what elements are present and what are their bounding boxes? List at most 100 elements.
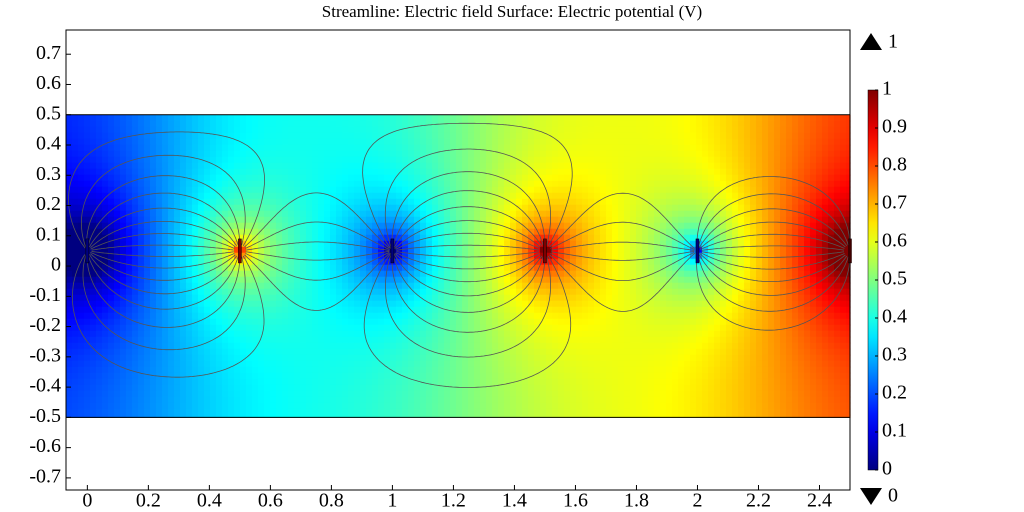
surface-cell bbox=[342, 318, 349, 326]
surface-cell bbox=[162, 342, 169, 350]
surface-cell bbox=[414, 318, 421, 326]
surface-cell bbox=[306, 234, 313, 242]
surface-cell bbox=[84, 300, 91, 308]
surface-cell bbox=[336, 210, 343, 218]
surface-cell bbox=[342, 114, 349, 122]
surface-cell bbox=[846, 300, 851, 308]
surface-cell bbox=[630, 186, 637, 194]
surface-cell bbox=[144, 318, 151, 326]
surface-cell bbox=[366, 300, 373, 308]
surface-cell bbox=[480, 174, 487, 182]
surface-cell bbox=[426, 180, 433, 188]
surface-cell bbox=[846, 222, 851, 230]
surface-cell bbox=[432, 294, 439, 302]
surface-cell bbox=[222, 210, 229, 218]
surface-cell bbox=[330, 234, 337, 242]
surface-cell bbox=[270, 258, 277, 266]
surface-cell bbox=[360, 246, 367, 254]
surface-cell bbox=[762, 234, 769, 242]
surface-cell bbox=[792, 114, 799, 122]
surface-cell bbox=[696, 162, 703, 170]
surface-cell bbox=[90, 126, 97, 134]
surface-cell bbox=[384, 252, 391, 260]
surface-cell bbox=[726, 234, 733, 242]
surface-cell bbox=[684, 186, 691, 194]
surface-cell bbox=[210, 294, 217, 302]
surface-cell bbox=[126, 246, 133, 254]
surface-cell bbox=[306, 138, 313, 146]
surface-cell bbox=[114, 240, 121, 248]
surface-cell bbox=[612, 240, 619, 248]
surface-cell bbox=[564, 210, 571, 218]
surface-cell bbox=[654, 216, 661, 224]
surface-cell bbox=[72, 318, 79, 326]
surface-cell bbox=[588, 270, 595, 278]
surface-cell bbox=[528, 330, 535, 338]
surface-cell bbox=[828, 114, 835, 122]
surface-cell bbox=[600, 150, 607, 158]
surface-cell bbox=[150, 294, 157, 302]
surface-cell bbox=[96, 336, 103, 344]
surface-cell bbox=[318, 186, 325, 194]
surface-cell bbox=[402, 276, 409, 284]
surface-cell bbox=[690, 228, 697, 236]
surface-cell bbox=[810, 132, 817, 140]
surface-cell bbox=[768, 312, 775, 320]
surface-cell bbox=[426, 210, 433, 218]
surface-cell bbox=[90, 138, 97, 146]
surface-cell bbox=[648, 198, 655, 206]
surface-cell bbox=[204, 234, 211, 242]
surface-cell bbox=[180, 330, 187, 338]
surface-cell bbox=[558, 132, 565, 140]
surface-cell bbox=[726, 180, 733, 188]
surface-cell bbox=[216, 180, 223, 188]
surface-cell bbox=[558, 312, 565, 320]
surface-cell bbox=[606, 204, 613, 212]
surface-cell bbox=[534, 300, 541, 308]
surface-cell bbox=[846, 186, 851, 194]
surface-cell bbox=[438, 300, 445, 308]
surface-cell bbox=[312, 258, 319, 266]
surface-cell bbox=[612, 162, 619, 170]
surface-cell bbox=[384, 198, 391, 206]
surface-cell bbox=[120, 246, 127, 254]
surface-cell bbox=[636, 204, 643, 212]
surface-cell bbox=[102, 222, 109, 230]
surface-cell bbox=[636, 306, 643, 314]
surface-cell bbox=[228, 216, 235, 224]
surface-cell bbox=[240, 294, 247, 302]
surface-cell bbox=[114, 180, 121, 188]
surface-cell bbox=[798, 318, 805, 326]
surface-cell bbox=[612, 138, 619, 146]
surface-cell bbox=[486, 240, 493, 248]
surface-cell bbox=[402, 138, 409, 146]
surface-cell bbox=[186, 234, 193, 242]
surface-cell bbox=[372, 258, 379, 266]
surface-cell bbox=[324, 216, 331, 224]
surface-cell bbox=[282, 294, 289, 302]
surface-cell bbox=[768, 252, 775, 260]
surface-cell bbox=[744, 294, 751, 302]
surface-cell bbox=[306, 252, 313, 260]
surface-cell bbox=[846, 216, 851, 224]
surface-cell bbox=[90, 132, 97, 140]
surface-cell bbox=[534, 312, 541, 320]
surface-cell bbox=[486, 336, 493, 344]
surface-cell bbox=[624, 246, 631, 254]
surface-cell bbox=[792, 132, 799, 140]
surface-cell bbox=[396, 186, 403, 194]
surface-cell bbox=[516, 246, 523, 254]
surface-cell bbox=[384, 336, 391, 344]
surface-cell bbox=[174, 330, 181, 338]
surface-cell bbox=[132, 234, 139, 242]
surface-cell bbox=[810, 126, 817, 134]
surface-cell bbox=[582, 258, 589, 266]
surface-cell bbox=[468, 162, 475, 170]
surface-cell bbox=[216, 246, 223, 254]
surface-cell bbox=[810, 186, 817, 194]
surface-cell bbox=[222, 186, 229, 194]
surface-cell bbox=[624, 126, 631, 134]
surface-cell bbox=[492, 144, 499, 152]
surface-cell bbox=[432, 168, 439, 176]
surface-cell bbox=[330, 180, 337, 188]
